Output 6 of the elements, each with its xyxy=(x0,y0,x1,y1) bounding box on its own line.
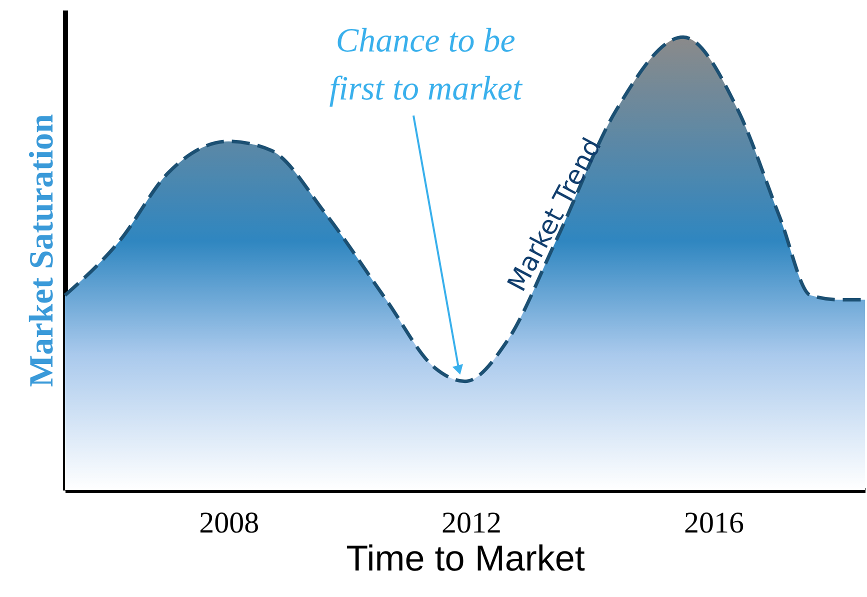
annotation: Chance to be first to market xyxy=(329,22,524,108)
x-tick-label: 2012 xyxy=(442,506,502,540)
y-axis-title: Market Saturation xyxy=(24,114,60,387)
x-tick-label: 2008 xyxy=(199,506,260,540)
x-axis-title: Time to Market xyxy=(346,538,585,578)
x-tick-label: 2016 xyxy=(684,506,744,540)
